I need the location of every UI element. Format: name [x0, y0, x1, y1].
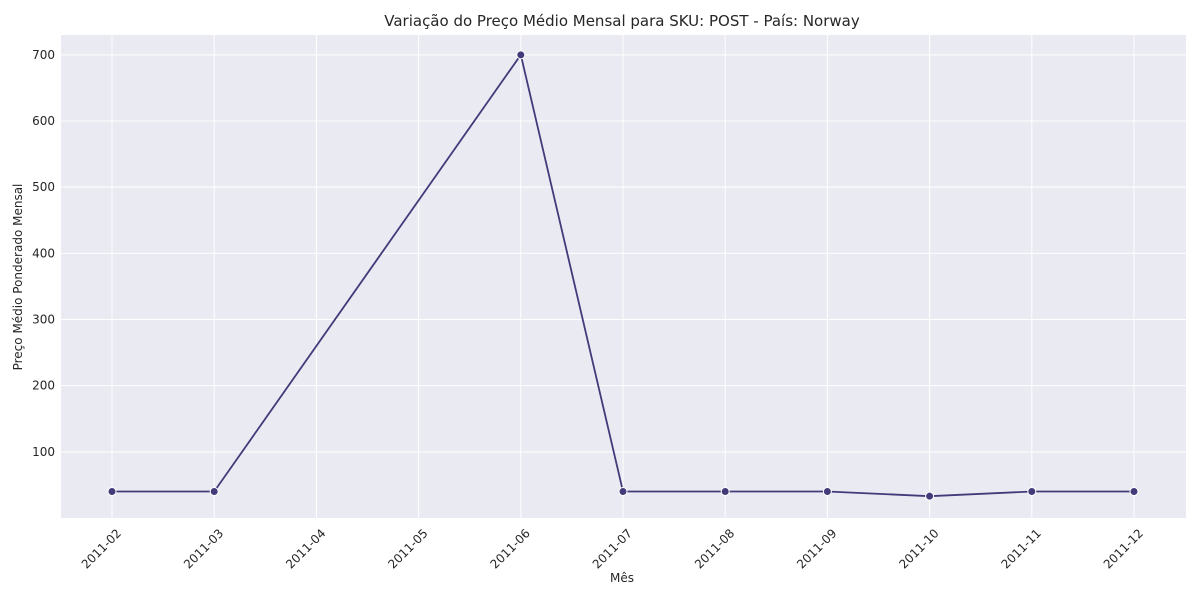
- y-tick-label: 700: [32, 48, 55, 62]
- y-tick-label: 600: [32, 114, 55, 128]
- x-tick-label: 2011-11: [999, 526, 1044, 571]
- x-tick-label: 2011-08: [692, 526, 737, 571]
- x-tick-label: 2011-07: [590, 526, 635, 571]
- x-tick-labels: 2011-02 2011-03 2011-04 2011-05 2011-06 2011-…: [79, 526, 1146, 571]
- x-tick-label: 2011-12: [1101, 526, 1146, 571]
- x-axis-label: Mês: [610, 571, 634, 585]
- y-tick-label: 500: [32, 180, 55, 194]
- data-point: [209, 487, 219, 497]
- x-tick-label: 2011-03: [181, 526, 226, 571]
- data-point: [822, 487, 832, 497]
- y-tick-labels: 100 200 300 400 500 600 700: [32, 48, 55, 459]
- data-point: [516, 50, 526, 60]
- y-tick-label: 300: [32, 313, 55, 327]
- data-point: [1027, 487, 1037, 497]
- y-tick-label: 400: [32, 246, 55, 260]
- data-point: [107, 487, 117, 497]
- x-tick-label: 2011-04: [283, 526, 328, 571]
- data-point: [720, 487, 730, 497]
- y-tick-label: 200: [32, 379, 55, 393]
- y-axis-label: Preço Médio Ponderado Mensal: [11, 184, 25, 371]
- x-tick-label: 2011-09: [794, 526, 839, 571]
- data-point: [618, 487, 628, 497]
- chart-title: Variação do Preço Médio Mensal para SKU:…: [384, 12, 860, 30]
- x-tick-label: 2011-05: [385, 526, 430, 571]
- data-point: [1129, 487, 1139, 497]
- y-tick-label: 100: [32, 445, 55, 459]
- x-tick-label: 2011-10: [896, 526, 941, 571]
- grid-lines: [61, 35, 1186, 518]
- x-tick-label: 2011-02: [79, 526, 124, 571]
- data-point: [925, 491, 935, 501]
- x-tick-label: 2011-06: [488, 526, 533, 571]
- series-points: [107, 50, 1139, 501]
